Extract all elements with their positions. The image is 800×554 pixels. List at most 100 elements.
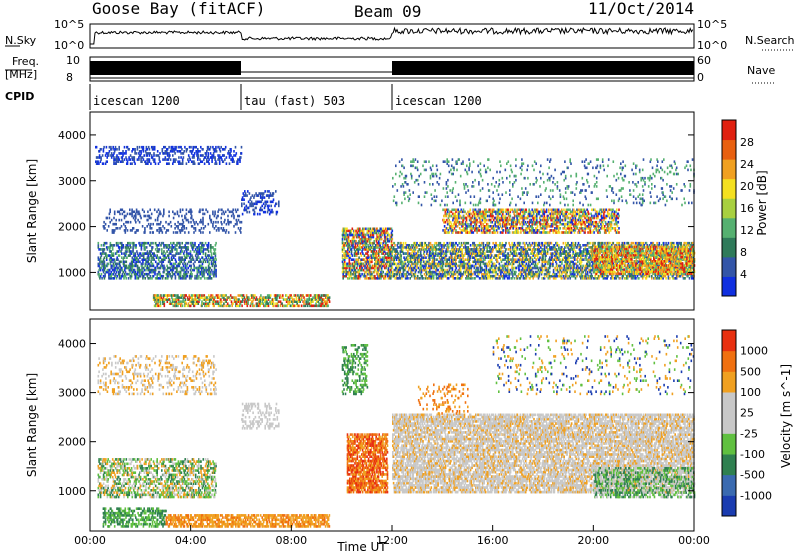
data-cell xyxy=(100,254,103,257)
data-cell xyxy=(182,277,184,280)
data-cell xyxy=(291,302,294,305)
data-cell xyxy=(130,277,132,280)
data-cell xyxy=(116,148,118,151)
data-cell xyxy=(478,250,481,253)
data-cell xyxy=(165,294,167,297)
data-cell xyxy=(145,246,148,249)
data-cell xyxy=(344,270,347,274)
data-cell xyxy=(121,208,124,212)
data-cell xyxy=(181,229,184,232)
data-cell xyxy=(151,270,153,274)
data-cell xyxy=(355,231,357,235)
data-cell xyxy=(199,150,201,153)
data-cell xyxy=(482,260,485,264)
data-cell xyxy=(168,210,170,214)
data-cell xyxy=(259,298,261,301)
data-cell xyxy=(503,252,506,255)
data-cell xyxy=(342,277,344,280)
data-cell xyxy=(179,210,182,214)
data-cell xyxy=(168,258,171,261)
data-cell xyxy=(407,252,409,255)
data-cell xyxy=(184,262,186,266)
data-cell xyxy=(267,206,269,210)
data-cell xyxy=(481,277,483,280)
data-cell xyxy=(294,304,297,308)
data-cell xyxy=(451,266,454,270)
data-cell xyxy=(146,266,149,270)
data-cell xyxy=(112,222,114,226)
data-cell xyxy=(285,298,288,301)
data-cell xyxy=(410,264,413,268)
data-cell xyxy=(207,160,210,163)
data-cell xyxy=(217,214,219,218)
data-cell xyxy=(233,214,235,218)
data-cell xyxy=(320,296,323,299)
data-cell xyxy=(227,150,230,153)
data-cell xyxy=(362,227,365,231)
data-cell xyxy=(110,148,113,151)
data-cell xyxy=(207,145,210,149)
data-cell xyxy=(494,246,497,249)
data-cell xyxy=(274,296,277,299)
data-cell xyxy=(192,218,194,222)
data-cell xyxy=(193,162,196,165)
data-cell xyxy=(400,248,402,251)
data-cell xyxy=(122,150,124,153)
data-cell xyxy=(199,220,201,224)
data-cell xyxy=(191,256,194,259)
data-cell xyxy=(441,266,444,270)
data-cell xyxy=(529,258,531,261)
data-cell xyxy=(364,260,366,264)
data-cell xyxy=(392,248,395,251)
data-cell xyxy=(419,270,421,274)
data-cell xyxy=(432,266,434,270)
data-cell xyxy=(346,264,348,268)
data-cell xyxy=(210,248,212,251)
data-cell xyxy=(501,270,504,274)
data-cell xyxy=(459,256,462,259)
data-cell xyxy=(174,222,176,226)
data-cell xyxy=(201,296,203,299)
data-cell xyxy=(150,154,153,157)
data-cell xyxy=(199,258,202,261)
data-cell xyxy=(113,229,116,232)
data-cell xyxy=(359,252,362,255)
data-cell xyxy=(183,260,186,264)
data-cell xyxy=(198,256,200,259)
data-cell xyxy=(380,274,383,278)
data-cell xyxy=(444,264,447,268)
data-cell xyxy=(313,296,316,299)
data-cell xyxy=(356,250,358,253)
nave-tick-low: 0 xyxy=(697,71,704,84)
data-cell xyxy=(183,254,186,257)
data-cell xyxy=(361,241,363,245)
data-cell xyxy=(189,256,192,259)
data-cell xyxy=(185,302,187,305)
data-cell xyxy=(198,266,201,270)
data-cell xyxy=(368,237,371,241)
data-cell xyxy=(353,260,356,264)
data-cell xyxy=(208,270,211,274)
data-cell xyxy=(463,264,466,268)
data-cell xyxy=(166,148,169,151)
data-cell xyxy=(446,241,448,245)
data-cell xyxy=(181,304,184,308)
data-cell xyxy=(303,300,305,303)
data-cell xyxy=(263,196,266,199)
data-cell xyxy=(153,145,156,149)
data-cell xyxy=(508,241,510,245)
data-cell xyxy=(410,254,413,257)
data-cell xyxy=(191,225,194,228)
data-cell xyxy=(218,145,220,149)
data-cell xyxy=(294,300,296,303)
data-cell xyxy=(345,274,347,278)
data-cell xyxy=(503,270,506,274)
data-cell xyxy=(138,220,141,224)
data-cell xyxy=(390,268,392,272)
data-cell xyxy=(135,244,137,247)
data-cell xyxy=(328,296,331,299)
data-cell xyxy=(469,252,472,255)
data-cell xyxy=(110,277,112,280)
data-cell xyxy=(129,268,131,272)
data-cell xyxy=(109,250,112,253)
